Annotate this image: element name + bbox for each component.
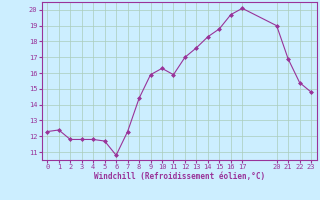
X-axis label: Windchill (Refroidissement éolien,°C): Windchill (Refroidissement éolien,°C) (94, 172, 265, 181)
